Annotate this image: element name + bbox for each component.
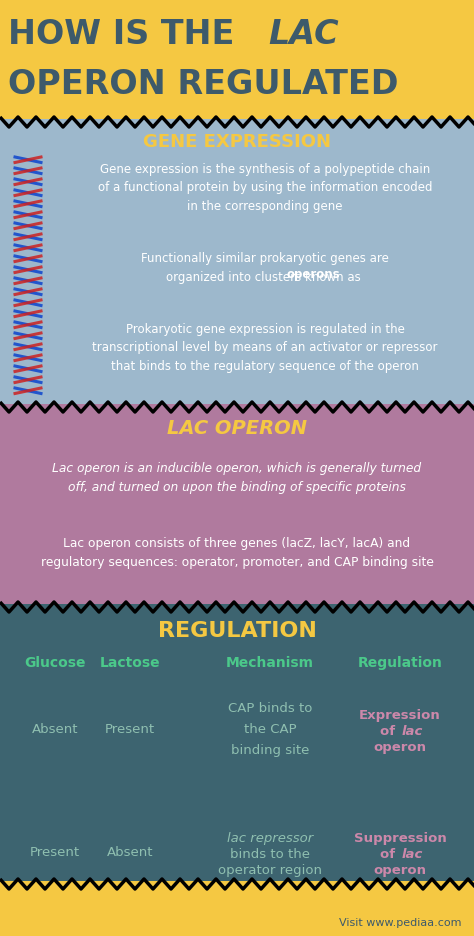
Text: Mechanism: Mechanism — [226, 655, 314, 669]
Text: of: of — [380, 848, 400, 860]
Text: HOW IS THE: HOW IS THE — [8, 19, 246, 51]
Text: Functionally similar prokaryotic genes are
organized into clusters known as: Functionally similar prokaryotic genes a… — [141, 252, 389, 284]
Text: Prokaryotic gene expression is regulated in the
transcriptional level by means o: Prokaryotic gene expression is regulated… — [92, 323, 438, 373]
Text: REGULATION: REGULATION — [157, 621, 317, 640]
Text: operon: operon — [374, 864, 427, 876]
Text: CAP binds to
the CAP
binding site: CAP binds to the CAP binding site — [228, 702, 312, 756]
Text: Lac operon consists of three genes (lacZ, lacY, lacA) and
regulatory sequences: : Lac operon consists of three genes (lacZ… — [41, 536, 433, 568]
Text: lac repressor: lac repressor — [227, 831, 313, 844]
Text: Suppression: Suppression — [354, 831, 447, 844]
Text: Present: Present — [30, 845, 80, 858]
Text: Expression: Expression — [359, 709, 441, 722]
Text: operons: operons — [286, 269, 340, 281]
Text: lac: lac — [402, 724, 423, 738]
Text: binds to the: binds to the — [230, 848, 310, 860]
Text: operon: operon — [374, 740, 427, 753]
Text: Lac operon is an inducible operon, which is generally turned
off, and turned on : Lac operon is an inducible operon, which… — [53, 461, 421, 493]
Text: Gene expression is the synthesis of a polypeptide chain
of a functional protein : Gene expression is the synthesis of a po… — [98, 163, 432, 212]
Text: lac: lac — [402, 848, 423, 860]
Text: Lactose: Lactose — [100, 655, 160, 669]
Text: LAC OPERON: LAC OPERON — [167, 419, 307, 438]
Text: Absent: Absent — [32, 723, 78, 736]
Text: operator region: operator region — [218, 864, 322, 876]
Text: Visit www.pediaa.com: Visit www.pediaa.com — [339, 917, 462, 927]
Bar — [0, 881, 474, 936]
Text: LAC: LAC — [268, 19, 338, 51]
Bar — [0, 0, 474, 120]
Text: Present: Present — [105, 723, 155, 736]
Text: GENE EXPRESSION: GENE EXPRESSION — [143, 133, 331, 151]
Text: Absent: Absent — [107, 845, 153, 858]
Bar — [0, 120, 474, 404]
Bar — [0, 404, 474, 605]
Text: OPERON REGULATED: OPERON REGULATED — [8, 68, 399, 101]
Text: Glucose: Glucose — [24, 655, 86, 669]
Bar — [0, 605, 474, 936]
Text: Regulation: Regulation — [357, 655, 442, 669]
Text: of: of — [380, 724, 400, 738]
